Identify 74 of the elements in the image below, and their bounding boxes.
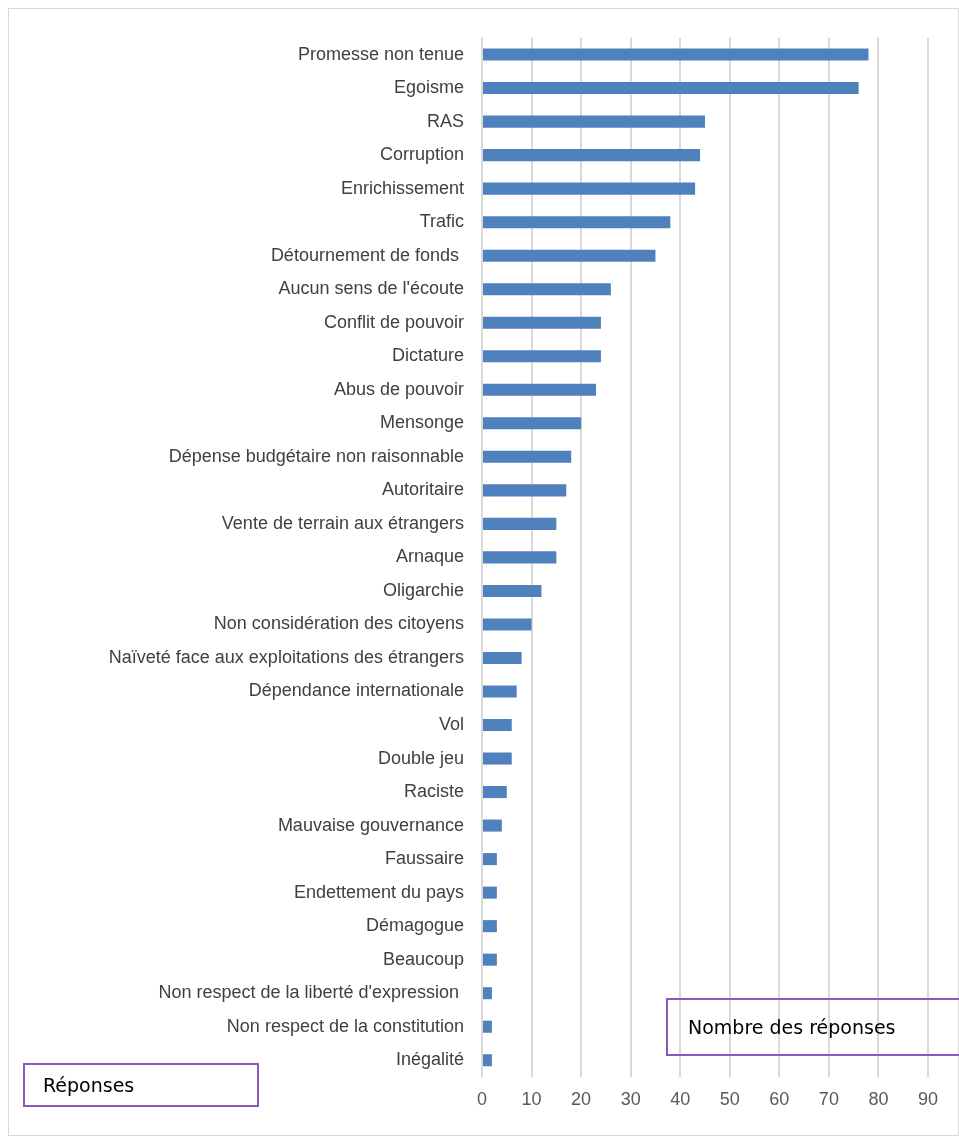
bar: [483, 618, 532, 631]
x-tick-label: 50: [719, 1088, 740, 1109]
y-tick-label: Oligarchie: [382, 579, 464, 600]
y-axis-title: Réponses: [23, 1063, 259, 1107]
y-tick-label: RAS: [426, 110, 464, 131]
bar: [483, 685, 517, 698]
y-tick-label: Vente de terrain aux étrangers: [221, 512, 464, 533]
bar: [483, 651, 522, 664]
bar: [483, 316, 601, 329]
y-tick-label: Abus de pouvoir: [333, 378, 464, 399]
y-tick-label: Aucun sens de l'écoute: [278, 278, 464, 299]
bar: [483, 920, 497, 933]
y-tick-label: Autoritaire: [381, 479, 464, 500]
bar: [483, 216, 671, 229]
bar: [483, 987, 492, 1000]
bar: [483, 450, 572, 463]
y-tick-label: Mauvaise gouvernance: [277, 814, 464, 835]
bar: [483, 350, 601, 363]
x-tick-label: 80: [868, 1088, 889, 1109]
bar: [483, 383, 596, 396]
bar: [483, 149, 701, 162]
bar: [483, 115, 705, 128]
bar: [483, 551, 557, 564]
bar: [483, 182, 696, 195]
x-tick-label: 30: [620, 1088, 641, 1109]
bar: [483, 786, 507, 799]
y-tick-label: Dictature: [391, 345, 464, 366]
x-tick-label: 10: [521, 1088, 542, 1109]
bar: [483, 718, 512, 732]
x-tick-label: 20: [571, 1088, 592, 1109]
bar: [483, 417, 582, 430]
bar: [483, 283, 611, 296]
y-tick-label: Trafic: [419, 211, 464, 232]
y-tick-label: Faussaire: [384, 848, 464, 869]
x-tick-label: 90: [917, 1088, 939, 1109]
x-tick-label: 40: [670, 1088, 691, 1109]
bar: [483, 584, 542, 597]
bar: [483, 484, 567, 497]
bar: [483, 249, 656, 262]
bar: [483, 853, 497, 866]
y-tick-label: Non considération des citoyens: [213, 613, 464, 634]
bar: [483, 886, 497, 899]
bar: [483, 1020, 492, 1033]
y-tick-label: Inégalité: [395, 1049, 464, 1070]
y-tick-label: Non respect de la liberté d'expression: [158, 982, 464, 1003]
y-tick-label: Promesse non tenue: [297, 43, 464, 64]
y-tick-label: Raciste: [403, 781, 464, 802]
y-tick-label: Naïveté face aux exploitations des étrangers: [108, 646, 464, 667]
y-tick-label: Vol: [438, 713, 464, 734]
bar: [483, 48, 869, 61]
y-tick-label: Beaucoup: [382, 948, 464, 969]
x-tick-label: 70: [818, 1088, 839, 1109]
y-tick-label: Mensonge: [379, 412, 464, 433]
y-tick-label: Endettement du pays: [293, 881, 464, 902]
y-tick-label: Double jeu: [377, 747, 464, 768]
bar: [483, 1054, 492, 1067]
y-tick-label: Dépendance internationale: [248, 680, 464, 701]
bar: [483, 82, 859, 95]
y-tick-label: Démagogue: [365, 915, 464, 936]
y-tick-label: Dépense budgétaire non raisonnable: [168, 445, 464, 466]
y-tick-label: Corruption: [379, 144, 464, 165]
x-tick-label: 60: [769, 1088, 790, 1109]
y-tick-label: Arnaque: [395, 546, 464, 567]
y-tick-label: Non respect de la constitution: [226, 1015, 464, 1036]
x-axis-title: Nombre des réponses: [666, 998, 959, 1056]
x-tick-label: 0: [476, 1088, 488, 1109]
bar: [483, 517, 557, 530]
y-tick-label: Conflit de pouvoir: [323, 311, 464, 332]
bar: [483, 819, 502, 832]
y-tick-label: Détournement de fonds: [270, 244, 464, 265]
bar: [483, 752, 512, 765]
y-tick-label: Enrichissement: [340, 177, 464, 198]
bar: [483, 953, 497, 966]
y-tick-label: Egoisme: [393, 77, 464, 98]
